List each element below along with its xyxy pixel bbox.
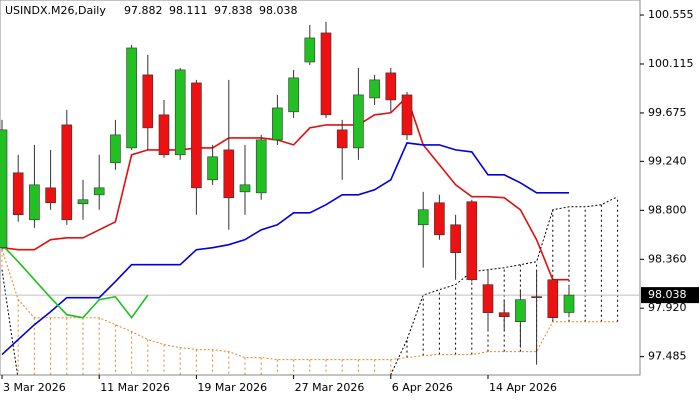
candle-body — [320, 32, 332, 116]
candle-body — [45, 187, 56, 204]
x-tick-label: 3 Mar 2026 — [3, 381, 66, 394]
candle-body — [563, 294, 575, 313]
candle-body — [434, 202, 445, 236]
y-tick-label: 99.675 — [648, 106, 687, 119]
span-b — [1, 196, 618, 375]
candle-body — [110, 134, 121, 164]
x-tick-label: 14 Apr 2026 — [489, 381, 557, 394]
candle-body — [239, 184, 251, 193]
candle-body — [272, 107, 283, 141]
y-tick-label: 97.920 — [648, 301, 687, 314]
ohlc-high: 98.111 — [169, 4, 208, 17]
y-tick-label: 98.360 — [648, 252, 687, 265]
candle-body — [77, 199, 89, 205]
candle-body — [61, 124, 73, 221]
candle-body — [12, 172, 24, 216]
x-tick-label: 6 Apr 2026 — [392, 381, 453, 394]
y-tick-label: 100.555 — [648, 8, 694, 21]
candle-body — [466, 201, 478, 281]
candle-body — [369, 79, 380, 99]
candle-body — [126, 47, 137, 149]
candle-body — [336, 129, 348, 149]
candle-body — [174, 69, 186, 156]
price-box — [641, 287, 699, 304]
indicator-line — [1, 244, 149, 320]
candle-body — [255, 139, 267, 194]
indicator-line — [1, 142, 569, 356]
plot — [0, 21, 640, 375]
candle-body — [547, 279, 559, 318]
candle-body — [450, 224, 461, 254]
ohlc-open: 97.882 — [124, 4, 163, 17]
span-a — [1, 249, 618, 361]
symbol: USINDX.M26,Daily — [5, 4, 106, 17]
candle-body — [304, 37, 316, 63]
y-tick-label: 98.800 — [648, 203, 687, 216]
plot-area — [0, 0, 641, 376]
indicator-line — [1, 95, 569, 281]
candle-body — [498, 312, 510, 317]
candle-body — [417, 209, 429, 226]
candle-body — [207, 156, 218, 181]
candle-body — [223, 149, 235, 199]
candle-body — [191, 82, 202, 189]
y-tick-label: 99.240 — [648, 154, 687, 167]
price-box-label: 98.038 — [648, 288, 687, 301]
candle-body — [288, 77, 299, 113]
x-tick-label: 19 Mar 2026 — [197, 381, 267, 394]
y-tick-label: 97.485 — [648, 350, 687, 363]
ohlc-close: 98.038 — [259, 4, 298, 17]
candle-body — [401, 94, 413, 136]
ohlc-low: 97.838 — [214, 4, 253, 17]
candle-body — [531, 296, 542, 298]
candle-body — [353, 94, 364, 149]
x-tick-label: 11 Mar 2026 — [100, 381, 170, 394]
candle-body — [158, 114, 170, 156]
candle-body — [515, 299, 526, 322]
candle-body — [29, 184, 40, 221]
candle-body — [0, 129, 8, 249]
candle-body — [385, 72, 397, 101]
y-tick-label: 100.115 — [648, 57, 694, 70]
candle-body — [142, 74, 154, 129]
candle-body — [482, 284, 494, 313]
axes: 100.555 100.115 99.675 99.240 98.800 98.360 97… — [1, 8, 699, 394]
candle-body — [93, 187, 105, 196]
x-tick-label: 27 Mar 2026 — [295, 381, 365, 394]
